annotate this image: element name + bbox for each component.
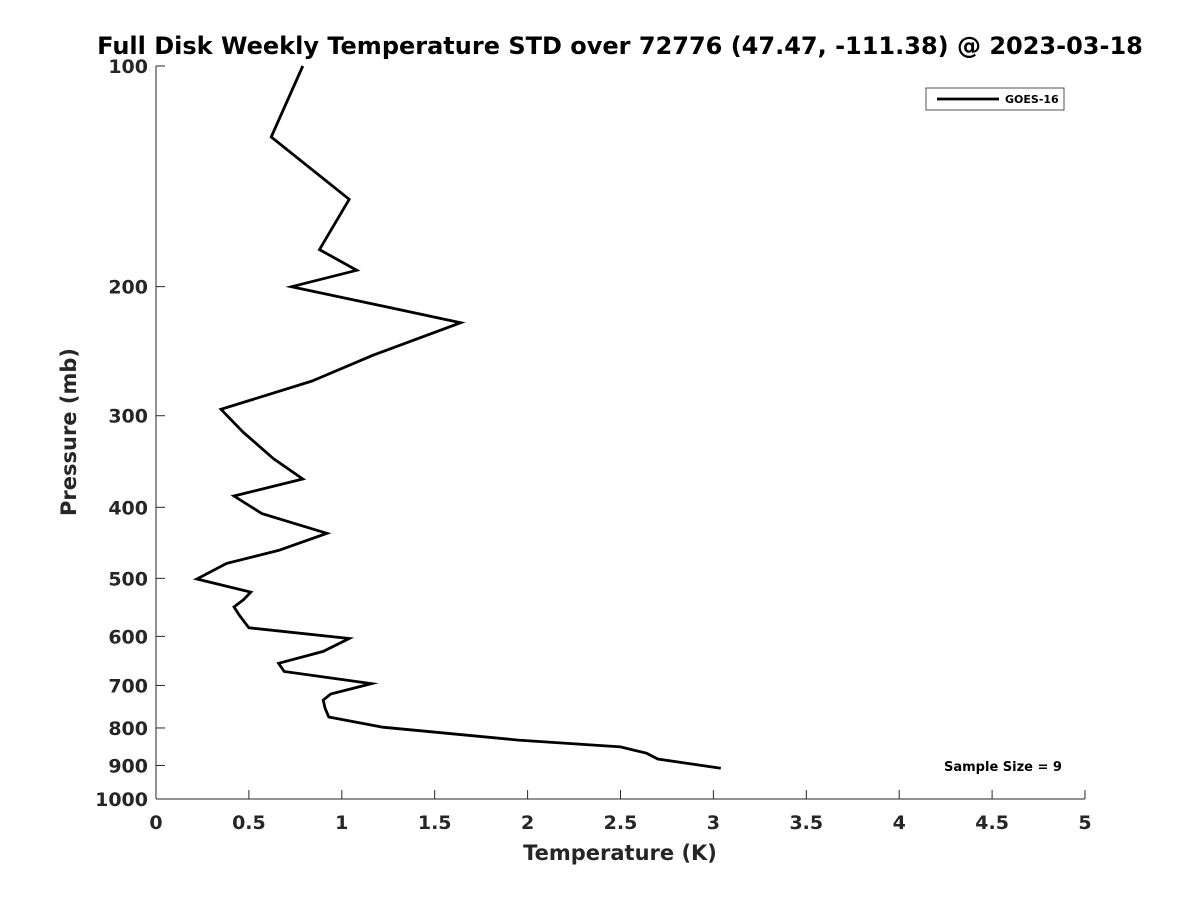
- x-tick-label: 4: [893, 812, 906, 834]
- y-tick-label: 1000: [95, 789, 148, 811]
- legend-label-goes-16: GOES-16: [1005, 93, 1059, 106]
- x-tick-label: 3.5: [789, 812, 823, 834]
- x-tick-label: 5: [1078, 812, 1091, 834]
- plot-background: [156, 66, 1085, 799]
- series-line-goes-16: [192, 65, 722, 770]
- x-tick-label: 1.5: [418, 812, 452, 834]
- x-tick-label: 3: [707, 812, 720, 834]
- x-tick-label: 2.5: [604, 812, 638, 834]
- x-tick-label: 4.5: [975, 812, 1009, 834]
- y-tick-label: 900: [108, 755, 148, 777]
- legend: GOES-16: [925, 87, 1065, 111]
- y-axis-label: Pressure (mb): [57, 348, 81, 516]
- y-tick-label: 600: [108, 626, 148, 648]
- y-tick-label: 100: [108, 56, 148, 78]
- y-tick-label: 800: [108, 718, 148, 740]
- chart-title: Full Disk Weekly Temperature STD over 72…: [97, 32, 1143, 60]
- y-tick-label: 700: [108, 675, 148, 697]
- y-tick-label: 500: [108, 568, 148, 590]
- y-tick-label: 400: [108, 497, 148, 519]
- sample-size-annotation: Sample Size = 9: [944, 760, 1062, 775]
- plot-area: [155, 66, 1085, 800]
- x-tick-label: 0.5: [232, 812, 266, 834]
- x-tick-label: 1: [335, 812, 348, 834]
- x-tick-label: 0: [149, 812, 162, 834]
- x-tick-label: 2: [521, 812, 534, 834]
- x-axis-label: Temperature (K): [523, 841, 717, 865]
- y-tick-label: 300: [108, 406, 148, 428]
- series-layer: [192, 65, 722, 770]
- y-ticks: 100 200 300 400 500 600 700 800 900 1000: [95, 56, 165, 811]
- x-ticks: 0 0.5 1 1.5 2 2.5 3 3.5 4 4.5 5: [149, 790, 1092, 834]
- y-tick-label: 200: [108, 277, 148, 299]
